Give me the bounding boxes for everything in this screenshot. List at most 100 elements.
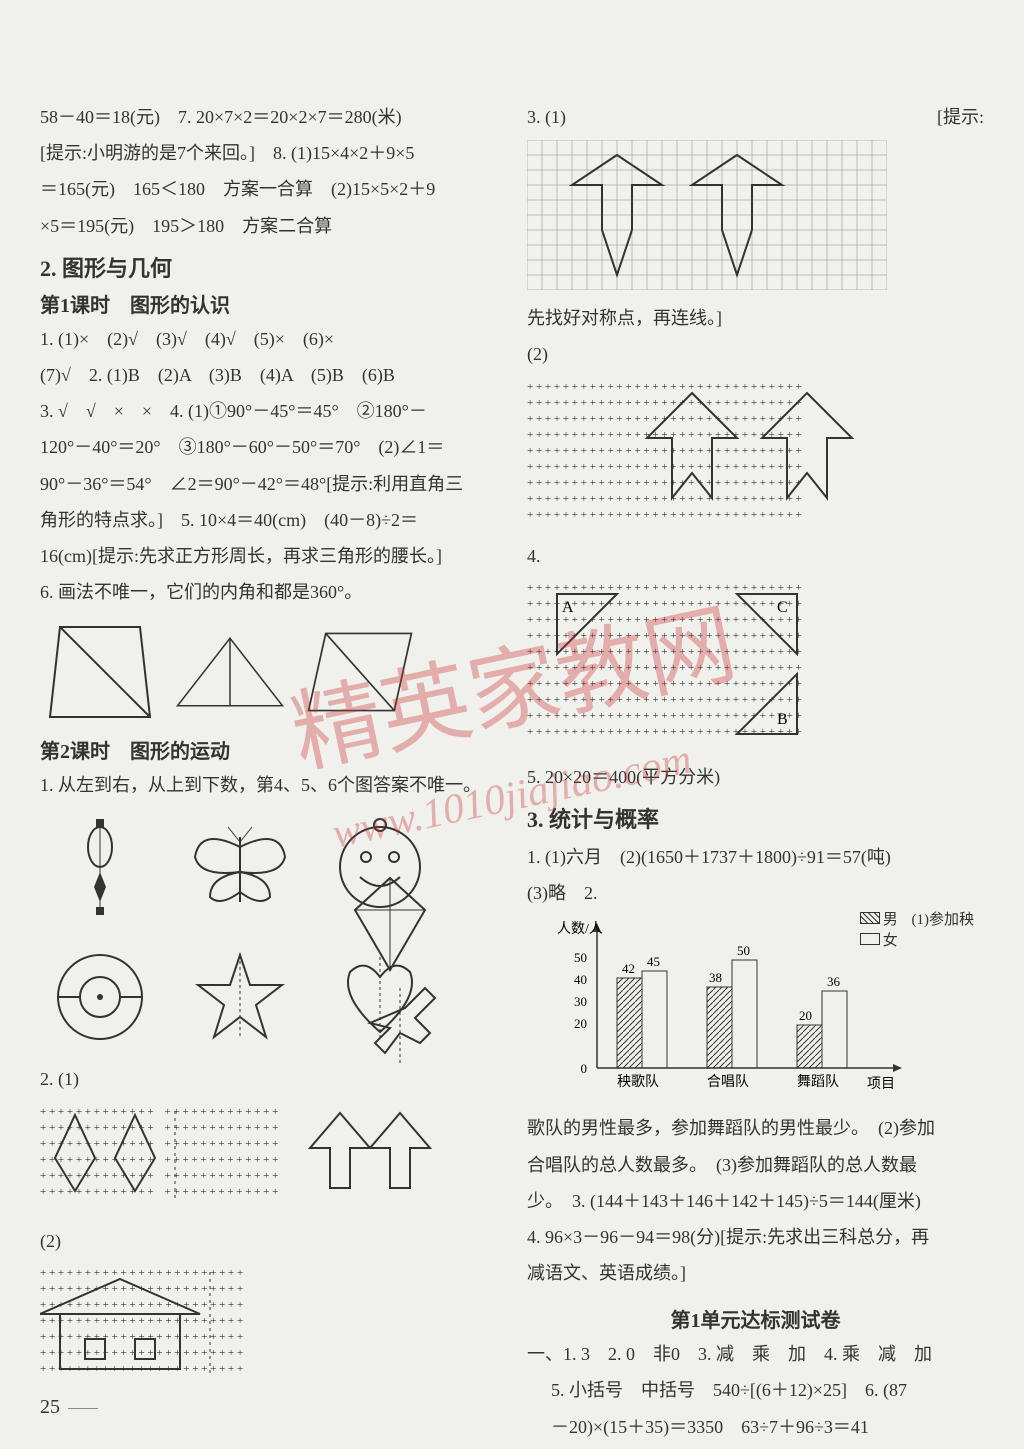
svg-text:+ + + + + + + + + + + + + + +: + + + + + + + + + + + + + + + + + + + + … — [527, 646, 802, 658]
plane-icon — [350, 978, 450, 1068]
svg-text:0: 0 — [581, 1061, 588, 1076]
text-line: 120°－40°＝20° ③180°－60°－50°＝70° (2)∠1＝ — [40, 430, 497, 464]
triangle-split-icon — [170, 617, 290, 727]
text-line: 合唱队的总人数最多。 (3)参加舞蹈队的总人数最 — [527, 1148, 984, 1182]
ylabel: 人数/人 — [557, 921, 603, 937]
text-line: 4. 96×3－96－94＝98(分)[提示:先求出三科总分，再 — [527, 1220, 984, 1254]
svg-text:20: 20 — [799, 1008, 812, 1023]
text-line: 减语文、英语成绩。] — [527, 1256, 984, 1290]
svg-text:36: 36 — [827, 974, 841, 989]
svg-text:+ + + + + + + + + + + + + + +: + + + + + + + + + + + + + + + + + + + + … — [527, 445, 802, 457]
svg-text:+ + + + + + + + + + + + + + +: + + + + + + + + + + + + + + + + + + + + … — [40, 1154, 278, 1166]
svg-text:+ + + + + + + + + + + + + + +: + + + + + + + + + + + + + + + + + + + + … — [40, 1267, 243, 1279]
text-line: 90°－36°＝54° ∠2＝90°－42°＝48°[提示:利用直角三 — [40, 467, 497, 501]
bar-chart: 男 (1)参加秧 女 人数/人 项目 0 20 30 40 50 — [527, 918, 984, 1103]
text-line: 角形的特点求。] 5. 10×4＝40(cm) (40－8)÷2＝ — [40, 503, 497, 537]
grid-diagram: + + + + + + + + + + + + + + + + + + + + … — [527, 579, 984, 754]
text-line: 一、1. 3 2. 0 非0 3. 减 乘 加 4. 乘 减 加 — [527, 1337, 984, 1371]
svg-text:42: 42 — [622, 961, 635, 976]
text-line: [提示:小明游的是7个来回。] 8. (1)15×4×2＋9×5 — [40, 136, 497, 170]
text-line: ＝165(元) 165＜180 方案一合算 (2)15×5×2＋9 — [40, 172, 497, 206]
svg-text:+ + + + + + + + + + + + + + +: + + + + + + + + + + + + + + + + + + + + … — [527, 662, 802, 674]
svg-text:+ + + + + + + + + + + + + + +: + + + + + + + + + + + + + + + + + + + + … — [40, 1122, 278, 1134]
legend-male-icon — [860, 912, 880, 924]
svg-text:+ + + + + + + + + + + + + + +: + + + + + + + + + + + + + + + + + + + + … — [527, 509, 802, 521]
svg-text:50: 50 — [737, 943, 750, 958]
text-line: 歌队的男性最多，参加舞蹈队的男性最少。 (2)参加 — [527, 1111, 984, 1145]
svg-text:+ + + + + + + + + + + + + + +: + + + + + + + + + + + + + + + + + + + + … — [527, 381, 802, 393]
text-line: 少。 3. (144＋143＋146＋142＋145)÷5＝144(厘米) — [527, 1184, 984, 1218]
legend-female-icon — [860, 933, 880, 945]
svg-text:+ + + + + + + + + + + + + + +: + + + + + + + + + + + + + + + + + + + + … — [527, 413, 802, 425]
text-line: ×5＝195(元) 195＞180 方案二合算 — [40, 209, 497, 243]
svg-text:+ + + + + + + + + + + + + + +: + + + + + + + + + + + + + + + + + + + + … — [527, 397, 802, 409]
svg-text:50: 50 — [574, 950, 587, 965]
text-line: 先找好对称点，再连线。] — [527, 301, 984, 335]
svg-text:+ + + + + + + + + + + + + + +: + + + + + + + + + + + + + + + + + + + + … — [527, 493, 802, 505]
grid-diagram: + + + + + + + + + + + + + + + + + + + + … — [40, 1264, 497, 1399]
text-line: －20)×(15＋35)＝3350 63÷7＋96÷3＝41 — [527, 1410, 984, 1444]
svg-text:+ + + + + + + + + + + + + + +: + + + + + + + + + + + + + + + + + + + + … — [40, 1315, 243, 1327]
svg-text:+ + + + + + + + + + + + + + +: + + + + + + + + + + + + + + + + + + + + … — [40, 1347, 243, 1359]
lesson-title: 第1课时 图形的认识 — [40, 289, 497, 318]
svg-text:20: 20 — [574, 1016, 587, 1031]
svg-text:秧歌队: 秧歌队 — [617, 1074, 659, 1090]
target-icon — [50, 947, 150, 1047]
shapes-row — [40, 617, 497, 727]
text-line: 3. (1) [提示: — [527, 100, 984, 134]
svg-text:B: B — [777, 711, 788, 728]
svg-text:+ + + + + + + + + + + + + + +: + + + + + + + + + + + + + + + + + + + + … — [527, 630, 802, 642]
svg-text:A: A — [562, 599, 574, 616]
star-icon — [190, 947, 290, 1047]
svg-text:30: 30 — [574, 994, 587, 1009]
grid-diagram — [527, 140, 984, 295]
xlabel: 项目 — [867, 1077, 895, 1092]
diamond-bead-icon — [60, 817, 140, 917]
test-title: 第1单元达标测试卷 — [527, 1304, 984, 1333]
text-line: (3)略 2. — [527, 876, 984, 910]
svg-text:+ + + + + + + + + + + + + + +: + + + + + + + + + + + + + + + + + + + + … — [40, 1138, 278, 1150]
text-line: 1. 从左到右，从上到下数，第4、5、6个图答案不唯一。 — [40, 768, 497, 802]
text-line: 6. 画法不唯一，它们的内角和都是360°。 — [40, 575, 497, 609]
svg-text:+ + + + + + + + + + + + + + +: + + + + + + + + + + + + + + + + + + + + … — [527, 429, 802, 441]
text-line: 1. (1)六月 (2)(1650＋1737＋1800)÷91＝57(吨) — [527, 840, 984, 874]
text-line: (2) — [40, 1224, 497, 1258]
text-line: 1. (1)× (2)√ (3)√ (4)√ (5)× (6)× — [40, 322, 497, 356]
svg-text:+ + + + + + + + + + + + + + +: + + + + + + + + + + + + + + + + + + + + … — [527, 726, 802, 738]
svg-text:+ + + + + + + + + + + + + + +: + + + + + + + + + + + + + + + + + + + + … — [527, 461, 802, 473]
page-number: 25 — [40, 1396, 98, 1419]
svg-text:+ + + + + + + + + + + + + + +: + + + + + + + + + + + + + + + + + + + + … — [527, 678, 802, 690]
legend-extra: (1)参加秧 — [912, 912, 975, 928]
svg-text:C: C — [777, 599, 788, 616]
grid-diagram: + + + + + + + + + + + + + + + + + + + + … — [40, 1103, 497, 1218]
text-line: 16(cm)[提示:先求正方形周长，再求三角形的腰长。] — [40, 539, 497, 573]
section-title: 2. 图形与几何 — [40, 251, 497, 283]
parallelogram-icon — [300, 617, 420, 727]
svg-text:38: 38 — [709, 970, 722, 985]
svg-text:45: 45 — [647, 954, 660, 969]
butterfly-icon — [180, 817, 300, 917]
text-line: (7)√ 2. (1)B (2)A (3)B (4)A (5)B (6)B — [40, 358, 497, 392]
legend-female: 女 — [883, 933, 898, 949]
legend-male: 男 — [883, 912, 898, 928]
text-line: 5. 20×20＝400(平方分米) — [527, 760, 984, 794]
kite-icon — [345, 870, 435, 980]
text-line: 4. — [527, 539, 984, 573]
text-line: 5. 小括号 中括号 540÷[(6＋12)×25] 6. (87 — [527, 1373, 984, 1407]
svg-text:+ + + + + + + + + + + + + + +: + + + + + + + + + + + + + + + + + + + + … — [40, 1186, 278, 1198]
right-column: 3. (1) [提示: 先找好对称点，再连线。] (2) + — [527, 100, 984, 1446]
lesson-title: 第2课时 图形的运动 — [40, 735, 497, 764]
svg-text:+ + + + + + + + + + + + + + +: + + + + + + + + + + + + + + + + + + + + … — [527, 477, 802, 489]
svg-text:40: 40 — [574, 972, 587, 987]
grid-diagram: + + + + + + + + + + + + + + + + + + + + … — [527, 378, 984, 533]
svg-text:+ + + + + + + + + + + + + + +: + + + + + + + + + + + + + + + + + + + + … — [40, 1331, 243, 1343]
svg-text:合唱队: 合唱队 — [707, 1074, 749, 1090]
section-title: 3. 统计与概率 — [527, 802, 984, 834]
svg-text:+ + + + + + + + + + + + + + +: + + + + + + + + + + + + + + + + + + + + … — [527, 694, 802, 706]
svg-text:舞蹈队: 舞蹈队 — [797, 1074, 839, 1090]
text-line: (2) — [527, 337, 984, 371]
text-line: 58－40＝18(元) 7. 20×7×2＝20×2×7＝280(米) — [40, 100, 497, 134]
svg-text:+ + + + + + + + + + + + + + +: + + + + + + + + + + + + + + + + + + + + … — [40, 1170, 278, 1182]
svg-text:+ + + + + + + + + + + + + + +: + + + + + + + + + + + + + + + + + + + + … — [527, 582, 802, 594]
text-line: 3. √ √ × × 4. (1)①90°－45°＝45° ②180°－ — [40, 394, 497, 428]
